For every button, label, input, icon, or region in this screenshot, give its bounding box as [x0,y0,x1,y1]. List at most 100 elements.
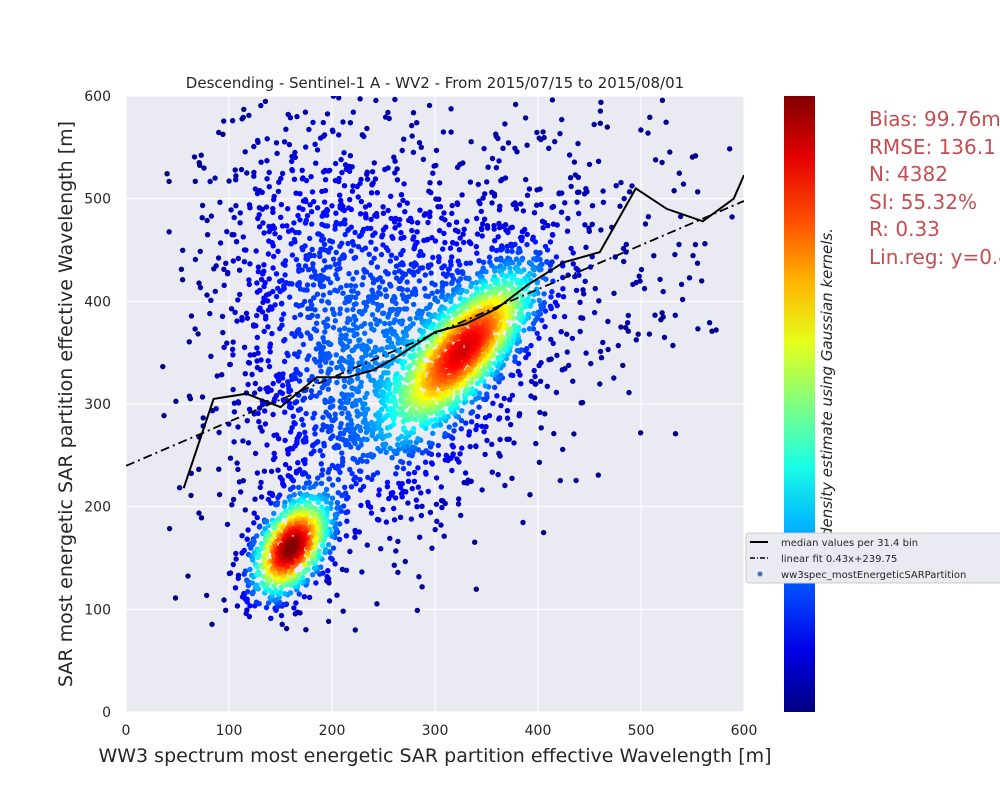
scatter-point [293,399,300,405]
scatter-point [695,326,701,332]
scatter-point [317,448,323,454]
scatter-point [450,240,456,246]
scatter-point [551,313,558,320]
scatter-point [383,519,390,525]
scatter-point [166,229,172,235]
scatter-point [369,312,376,318]
scatter-point [695,189,701,195]
scatter-point [242,507,248,513]
scatter-point [221,118,227,124]
scatter-point [540,225,546,231]
plot-area: 0 100 200 300 400 500 600 0 100 200 300 400 500 600 [84,89,757,739]
scatter-point [410,374,417,380]
scatter-point [315,499,321,505]
scatter-point [537,409,543,416]
scatter-point [339,169,345,176]
scatter-point [435,442,441,449]
scatter-point [623,324,629,331]
scatter-point [364,542,370,548]
scatter-point [232,309,238,315]
scatter-point [235,255,241,262]
scatter-point [302,429,308,435]
scatter-point [482,415,489,421]
scatter-point [265,324,271,330]
scatter-point [253,323,259,329]
scatter-point [406,471,412,477]
scatter-point [518,381,524,387]
scatter-point [323,499,330,505]
scatter-point [408,516,415,522]
scatter-point [302,457,308,463]
scatter-point [215,255,222,261]
scatter-point [300,422,306,428]
scatter-point [328,341,334,347]
scatter-point [443,273,449,279]
scatter-point [283,625,290,632]
scatter-point [326,413,333,419]
scatter-point [231,214,237,221]
scatter-point [567,175,574,181]
scatter-point [380,204,386,210]
scatter-point [257,305,263,311]
scatter-point [586,161,593,168]
scatter-point [268,500,274,506]
scatter-point [275,467,281,473]
scatter-point [374,516,381,523]
scatter-point [411,263,417,269]
scatter-point [596,298,602,304]
scatter-point [443,452,449,458]
scatter-point [442,431,448,437]
scatter-point [279,223,286,229]
scatter-point [591,309,598,316]
scatter-point [309,189,316,195]
scatter-point [364,176,371,182]
scatter-point [411,353,417,360]
scatter-point [510,201,516,208]
scatter-point [455,228,461,235]
scatter-point [332,512,338,518]
scatter-point [623,241,629,248]
scatter-point [385,412,391,418]
scatter-point [270,265,276,271]
scatter-point [296,327,302,333]
scatter-point [439,265,445,271]
scatter-point [214,373,220,379]
scatter-point [320,292,327,298]
scatter-point [387,535,393,542]
scatter-point [496,287,502,293]
scatter-point [288,509,294,516]
scatter-point [313,275,319,282]
scatter-point [212,175,218,181]
scatter-point [490,400,496,406]
scatter-point [368,190,375,196]
scatter-point [369,182,375,188]
scatter-point [479,423,485,429]
scatter-point [345,396,352,403]
scatter-point [311,448,317,454]
scatter-point [386,432,392,438]
scatter-point [263,313,269,319]
scatter-point [437,372,443,379]
scatter-point [487,360,493,366]
scatter-point [348,444,354,450]
scatter-point [377,291,384,297]
stats-box: Bias: 99.76m RMSE: 136.1 N: 4382 SI: 55.… [869,106,1000,271]
scatter-point [508,421,514,428]
scatter-point [264,442,270,448]
scatter-point [221,282,227,288]
scatter-point [505,336,511,342]
scatter-point [568,183,574,190]
scatter-point [266,276,272,282]
scatter-point [355,343,362,349]
scatter-point [481,429,487,435]
scatter-point [278,214,284,220]
scatter-point [393,401,399,407]
scatter-point [484,179,490,185]
scatter-point [311,565,318,571]
scatter-point [291,176,298,182]
scatter-point [255,410,261,416]
scatter-point [332,318,338,324]
scatter-point [319,298,325,304]
scatter-point [382,166,388,173]
